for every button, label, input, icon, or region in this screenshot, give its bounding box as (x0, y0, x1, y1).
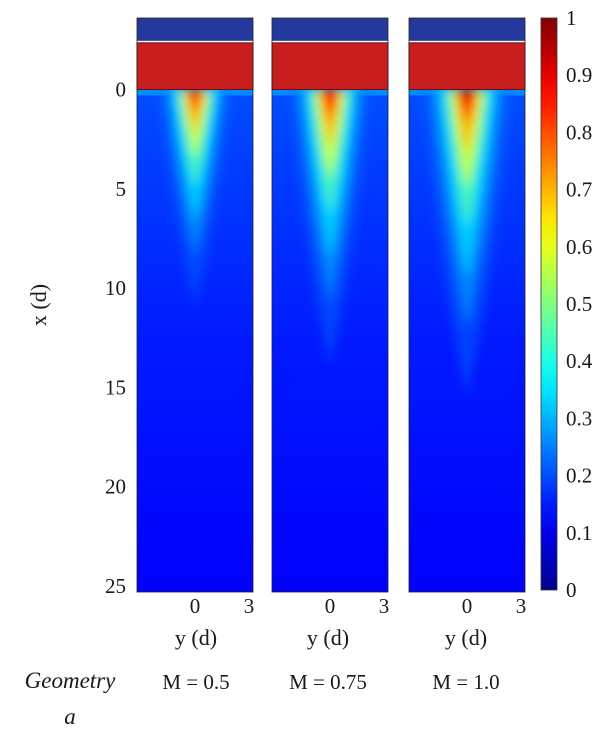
heatmap-panel (408, 17, 526, 593)
figure-label-line: Geometry (24, 668, 116, 693)
plume-layer (323, 89, 337, 104)
panel-frame (271, 17, 389, 593)
x-tick-label: 0 (190, 594, 201, 618)
colorbar-tick-label: 0 (566, 578, 577, 602)
plume (289, 89, 371, 367)
figure-label-line: a (64, 704, 76, 729)
top-strip (272, 18, 388, 41)
x-axis-label: y (d) (307, 625, 349, 650)
y-tick-label: 10 (105, 276, 126, 300)
injector-block (271, 42, 389, 91)
colorbar-tick-label: 0.1 (566, 521, 592, 545)
colorbar-tick-label: 1 (566, 6, 577, 30)
colorbar-tick-labels: 0 0.1 0.2 0.3 0.4 0.5 0.6 0.7 0.8 0.9 1 (566, 6, 593, 602)
plume-layer (459, 89, 475, 106)
panel-caption: M = 0.75 (289, 670, 367, 694)
x-tick-label: 0 (462, 594, 473, 618)
x-tick-label: 0 (325, 594, 336, 618)
injector-block (408, 42, 526, 91)
y-tick-labels: 0 5 10 15 20 25 (105, 78, 126, 599)
colorbar-tick-label: 0.8 (566, 120, 592, 144)
colorbar-tick-label: 0.4 (566, 349, 593, 373)
y-tick-label: 20 (105, 475, 126, 499)
plume-layer (189, 89, 201, 101)
panel-caption: M = 0.5 (162, 670, 230, 694)
colorbar-tick-label: 0.7 (566, 178, 592, 202)
heatmap-panel (271, 17, 389, 593)
colorbar-tick-label: 0.6 (566, 235, 592, 259)
y-tick-label: 0 (116, 78, 127, 102)
x-axis-label: y (d) (175, 625, 217, 650)
y-tick-label: 5 (116, 177, 127, 201)
top-strip (137, 18, 253, 41)
x-tick-labels: 0 3 0 3 0 3 (190, 594, 527, 618)
y-tick-label: 15 (105, 375, 126, 399)
colorbar (540, 17, 558, 591)
y-axis-label: x (d) (26, 284, 51, 326)
x-axis-label: y (d) (445, 625, 487, 650)
colorbar-tick-label: 0.2 (566, 464, 592, 488)
panel-caption: M = 1.0 (432, 670, 500, 694)
plume (158, 89, 232, 305)
colorbar-tick-label: 0.9 (566, 63, 592, 87)
top-strip (409, 18, 525, 41)
x-tick-label: 3 (516, 594, 527, 618)
colorbar-tick-label: 0.3 (566, 406, 592, 430)
panel-frame (408, 17, 526, 593)
colorbar-tick-label: 0.5 (566, 292, 592, 316)
figure-label: Geometry a (0, 663, 140, 735)
plume-layer (187, 89, 203, 114)
x-tick-label: 3 (379, 594, 390, 618)
injector-block (136, 42, 254, 91)
plume-layer (457, 89, 477, 124)
y-tick-label: 25 (105, 574, 126, 598)
plume (422, 89, 512, 398)
panel-frame (136, 17, 254, 593)
plume-layer (321, 89, 339, 120)
x-tick-label: 3 (244, 594, 255, 618)
heatmap-panel (136, 17, 254, 593)
